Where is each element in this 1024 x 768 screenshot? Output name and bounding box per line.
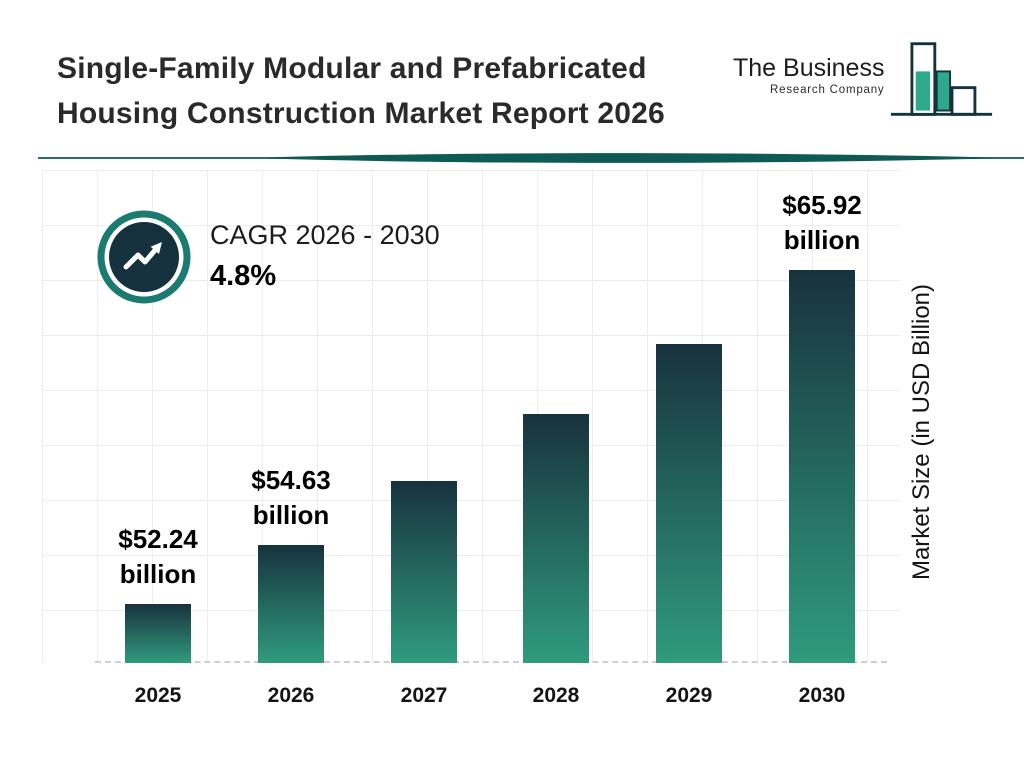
page-title: Single-Family Modular and Prefabricated … xyxy=(57,46,665,136)
chart-plot: $52.24 billion $54.63 billion $65.92 billion xyxy=(0,170,1024,663)
x-tick-2028: 2028 xyxy=(532,684,580,707)
cagr-value: 4.8% xyxy=(210,260,277,292)
trend-arrow-icon xyxy=(97,210,191,304)
bar-2028 xyxy=(523,414,589,663)
title-line-1: Single-Family Modular and Prefabricated xyxy=(57,52,647,85)
divider-line xyxy=(38,153,1024,163)
logo-subtitle: Research Company xyxy=(770,84,885,96)
x-tick-2027: 2027 xyxy=(400,684,448,707)
bar-2029 xyxy=(656,344,722,663)
y-axis-title: Market Size (in USD Billion) xyxy=(908,283,935,581)
bar-2030 xyxy=(789,270,855,663)
bar-2025 xyxy=(125,604,191,663)
axis-baseline xyxy=(95,661,887,663)
logo-bars-icon xyxy=(891,42,993,116)
bar-2027 xyxy=(391,481,457,663)
x-axis: 2025 2026 2027 2028 2029 2030 xyxy=(0,684,1024,714)
cagr-label: CAGR 2026 - 2030 xyxy=(210,220,440,250)
logo-name: The Business xyxy=(733,54,885,82)
title-line-2: Housing Construction Market Report 2026 xyxy=(57,97,665,130)
x-tick-2029: 2029 xyxy=(665,684,713,707)
bar-value-label-2025: $52.24 billion xyxy=(118,524,198,589)
cagr-block: CAGR 2026 - 2030 4.8% xyxy=(210,220,440,293)
x-tick-2030: 2030 xyxy=(798,684,846,707)
logo-text: The Business Research Company xyxy=(733,40,884,96)
divider xyxy=(38,150,1024,166)
x-tick-2026: 2026 xyxy=(267,684,315,707)
x-tick-2025: 2025 xyxy=(134,684,182,707)
company-logo: The Business Research Company xyxy=(733,40,994,120)
bar-value-label-2026: $54.63 billion xyxy=(251,465,331,530)
bar-2026 xyxy=(258,545,324,663)
bar-value-label-2030: $65.92 billion xyxy=(782,190,862,255)
